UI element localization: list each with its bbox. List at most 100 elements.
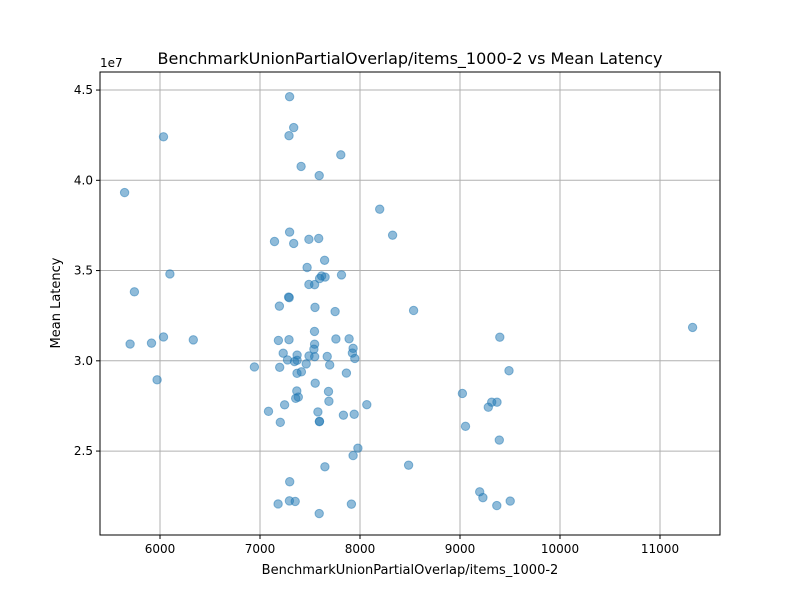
x-tick-label: 7000	[245, 542, 276, 556]
data-point	[296, 161, 306, 172]
data-point	[353, 443, 363, 453]
data-point	[284, 92, 295, 102]
data-point	[338, 410, 349, 420]
data-point	[325, 360, 335, 370]
data-point	[129, 287, 140, 297]
data-point	[273, 499, 283, 509]
data-point	[289, 238, 299, 249]
data-point	[349, 409, 359, 419]
data-point	[336, 270, 347, 280]
y-tick-label: 2.5	[74, 444, 93, 458]
data-point	[275, 417, 285, 428]
data-point	[375, 204, 385, 214]
x-tick-label: 8000	[345, 542, 376, 556]
data-point	[336, 150, 346, 160]
y-tick-label: 4.0	[74, 173, 93, 187]
data-point	[492, 500, 502, 511]
data-point	[408, 305, 419, 316]
data-point	[285, 477, 295, 487]
x-tick-label: 9000	[445, 542, 476, 556]
data-point	[504, 366, 514, 376]
y-axis-offset-label: 1e7	[100, 56, 123, 70]
data-point	[125, 339, 135, 349]
data-point	[310, 378, 320, 388]
data-point	[309, 279, 320, 290]
data-point	[362, 399, 372, 410]
x-tick-label: 6000	[145, 542, 176, 556]
data-point	[289, 122, 299, 133]
data-point	[263, 406, 274, 417]
y-axis-ticks: 2.5 3.0 3.5 4.0 4.5	[74, 83, 100, 458]
data-point	[249, 362, 260, 372]
data-point	[310, 302, 320, 313]
data-point	[313, 407, 323, 417]
x-tick-label: 10000	[541, 542, 579, 556]
data-point	[304, 234, 314, 245]
data-point	[314, 233, 324, 244]
data-point	[403, 460, 414, 470]
data-point	[387, 230, 398, 240]
data-point	[273, 335, 284, 346]
data-point	[119, 187, 130, 198]
data-point	[323, 386, 334, 397]
data-point	[165, 269, 175, 279]
data-point	[330, 306, 340, 317]
data-point	[341, 368, 352, 378]
x-axis-label: BenchmarkUnionPartialOverlap/items_1000-…	[262, 563, 559, 578]
data-point	[291, 393, 301, 404]
data-point	[483, 402, 493, 412]
data-point	[457, 388, 468, 399]
data-point	[314, 416, 325, 427]
data-point	[284, 227, 295, 237]
data-point	[284, 131, 294, 141]
data-point	[289, 356, 300, 367]
data-point	[309, 326, 320, 337]
data-point	[284, 292, 294, 303]
x-axis-ticks: 6000 7000 8000 9000 10000 11000	[145, 535, 679, 556]
data-point	[494, 435, 504, 445]
grid-lines	[100, 72, 720, 535]
data-point	[478, 492, 488, 503]
data-point	[296, 367, 307, 377]
data-point	[460, 421, 471, 432]
data-point	[314, 273, 325, 284]
y-tick-label: 3.0	[74, 354, 93, 368]
data-point	[290, 496, 300, 507]
data-point	[319, 255, 330, 265]
data-point	[158, 132, 169, 142]
y-axis-label: Mean Latency	[49, 257, 64, 348]
data-point	[284, 334, 294, 345]
data-point	[146, 338, 157, 348]
data-point	[348, 450, 358, 461]
data-point	[310, 351, 320, 362]
data-points	[119, 92, 698, 519]
y-tick-label: 3.5	[74, 264, 93, 278]
data-point	[331, 334, 341, 344]
data-point	[152, 375, 162, 385]
data-point	[269, 236, 280, 247]
data-point	[274, 301, 285, 311]
data-point	[495, 332, 505, 342]
data-point	[302, 262, 312, 273]
y-tick-label: 4.5	[74, 83, 93, 97]
data-point	[350, 353, 360, 364]
data-point	[492, 397, 502, 407]
data-point	[320, 462, 330, 472]
data-point	[275, 362, 285, 373]
data-point	[346, 499, 357, 509]
plot-frame	[99, 71, 721, 536]
data-point	[314, 508, 324, 519]
data-point	[344, 334, 354, 344]
data-point	[188, 335, 199, 345]
data-point	[324, 396, 334, 406]
chart-title: BenchmarkUnionPartialOverlap/items_1000-…	[158, 49, 663, 69]
data-point	[278, 348, 288, 358]
x-tick-label: 11000	[641, 542, 679, 556]
data-point	[314, 170, 324, 181]
data-point	[687, 322, 698, 333]
data-point	[279, 400, 290, 410]
data-point	[158, 332, 169, 342]
data-point	[301, 359, 311, 369]
